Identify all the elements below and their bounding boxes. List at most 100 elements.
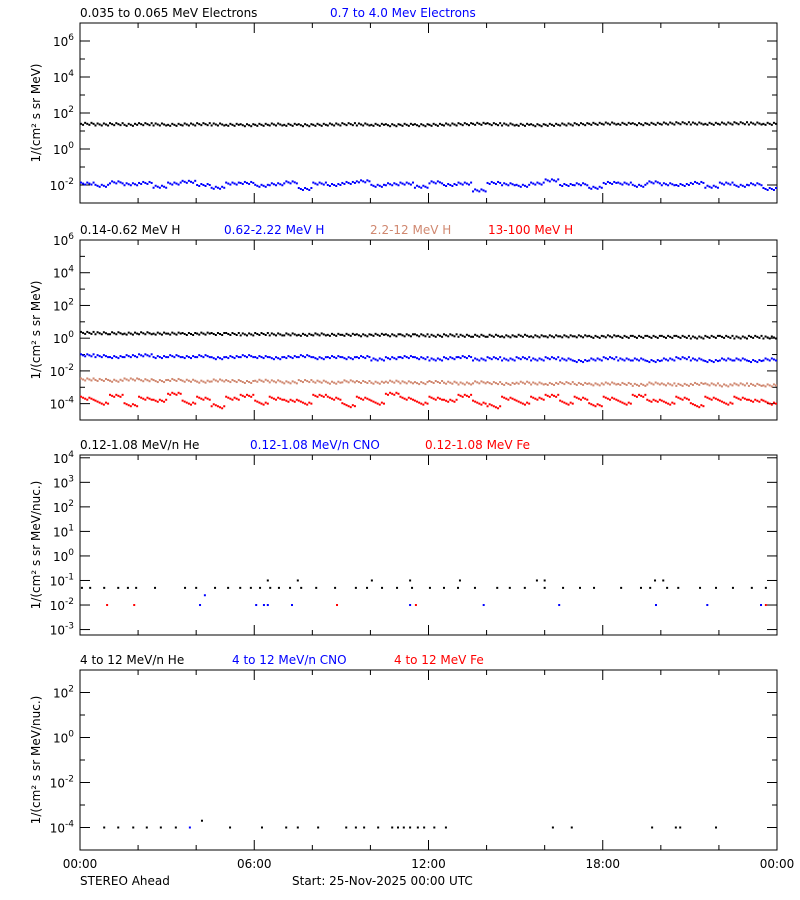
data-point	[739, 359, 742, 362]
data-point	[384, 123, 387, 126]
data-point	[482, 604, 485, 607]
data-point	[441, 398, 444, 401]
data-point	[422, 334, 425, 337]
data-point	[285, 399, 288, 402]
data-point	[109, 182, 112, 185]
data-point	[764, 187, 767, 190]
data-point	[775, 402, 778, 405]
data-point	[534, 382, 537, 385]
data-point	[405, 356, 408, 359]
data-point	[347, 405, 350, 408]
data-point	[654, 381, 657, 384]
data-point	[264, 185, 267, 188]
data-point	[411, 586, 414, 589]
data-point	[667, 382, 670, 385]
data-point	[144, 181, 147, 184]
data-point	[656, 400, 659, 403]
data-point	[378, 403, 381, 406]
data-point	[322, 183, 325, 186]
data-point	[625, 123, 628, 126]
data-point	[227, 182, 230, 185]
data-point	[671, 336, 674, 339]
data-point	[482, 401, 485, 404]
data-point	[391, 123, 394, 126]
data-point	[617, 181, 620, 184]
data-point	[490, 124, 493, 127]
data-point	[752, 383, 755, 386]
data-point	[465, 333, 468, 336]
data-point	[227, 333, 230, 336]
data-point	[231, 123, 234, 126]
data-point	[760, 360, 763, 363]
data-point	[557, 393, 560, 396]
data-point	[138, 378, 141, 381]
data-point	[604, 396, 607, 399]
data-point	[660, 334, 663, 337]
data-point	[530, 123, 533, 126]
data-point	[233, 333, 236, 336]
data-point	[679, 383, 682, 386]
data-point	[604, 381, 607, 384]
data-point	[165, 186, 168, 189]
data-point	[716, 398, 719, 401]
data-point	[380, 358, 383, 361]
data-point	[700, 336, 703, 339]
data-point	[741, 357, 744, 360]
data-point	[677, 335, 680, 338]
data-point	[90, 355, 93, 358]
data-point	[306, 334, 309, 337]
data-point	[750, 586, 753, 589]
data-point	[266, 183, 269, 186]
data-point	[409, 183, 412, 186]
data-point	[326, 124, 329, 127]
data-point	[123, 332, 126, 335]
data-point	[79, 181, 82, 184]
data-point	[144, 333, 147, 336]
data-point	[102, 354, 105, 357]
data-point	[687, 356, 690, 359]
data-point	[360, 123, 363, 126]
data-point	[586, 398, 589, 401]
data-point	[457, 181, 460, 184]
data-point	[370, 183, 373, 186]
data-point	[382, 359, 385, 362]
data-point	[708, 397, 711, 400]
data-point	[299, 380, 302, 383]
data-point	[142, 124, 145, 127]
data-point	[403, 355, 406, 358]
data-point	[187, 356, 190, 359]
data-point	[310, 186, 313, 189]
data-point	[553, 394, 556, 397]
data-point	[407, 182, 410, 185]
data-point	[474, 123, 477, 126]
data-point	[569, 401, 572, 404]
data-point	[737, 384, 740, 387]
x-tick-label: 12:00	[411, 857, 446, 871]
data-point	[364, 122, 367, 125]
data-point	[412, 181, 415, 184]
data-point	[173, 332, 176, 335]
data-point	[700, 122, 703, 125]
data-point	[677, 382, 680, 385]
data-point	[490, 180, 493, 183]
data-point	[156, 400, 159, 403]
data-point	[183, 180, 186, 183]
data-point	[557, 123, 560, 126]
data-point	[212, 187, 215, 190]
data-point	[696, 405, 699, 408]
data-point	[543, 579, 546, 582]
data-point	[324, 334, 327, 337]
data-point	[569, 123, 572, 126]
data-point	[638, 122, 641, 125]
data-point	[428, 359, 431, 362]
data-point	[530, 181, 533, 184]
data-point	[544, 123, 547, 126]
data-point	[633, 123, 636, 126]
data-point	[380, 332, 383, 335]
data-point	[772, 358, 775, 361]
data-point	[451, 382, 454, 385]
data-point	[696, 123, 699, 126]
data-point	[368, 180, 371, 183]
data-point	[501, 359, 504, 362]
data-point	[111, 380, 114, 383]
